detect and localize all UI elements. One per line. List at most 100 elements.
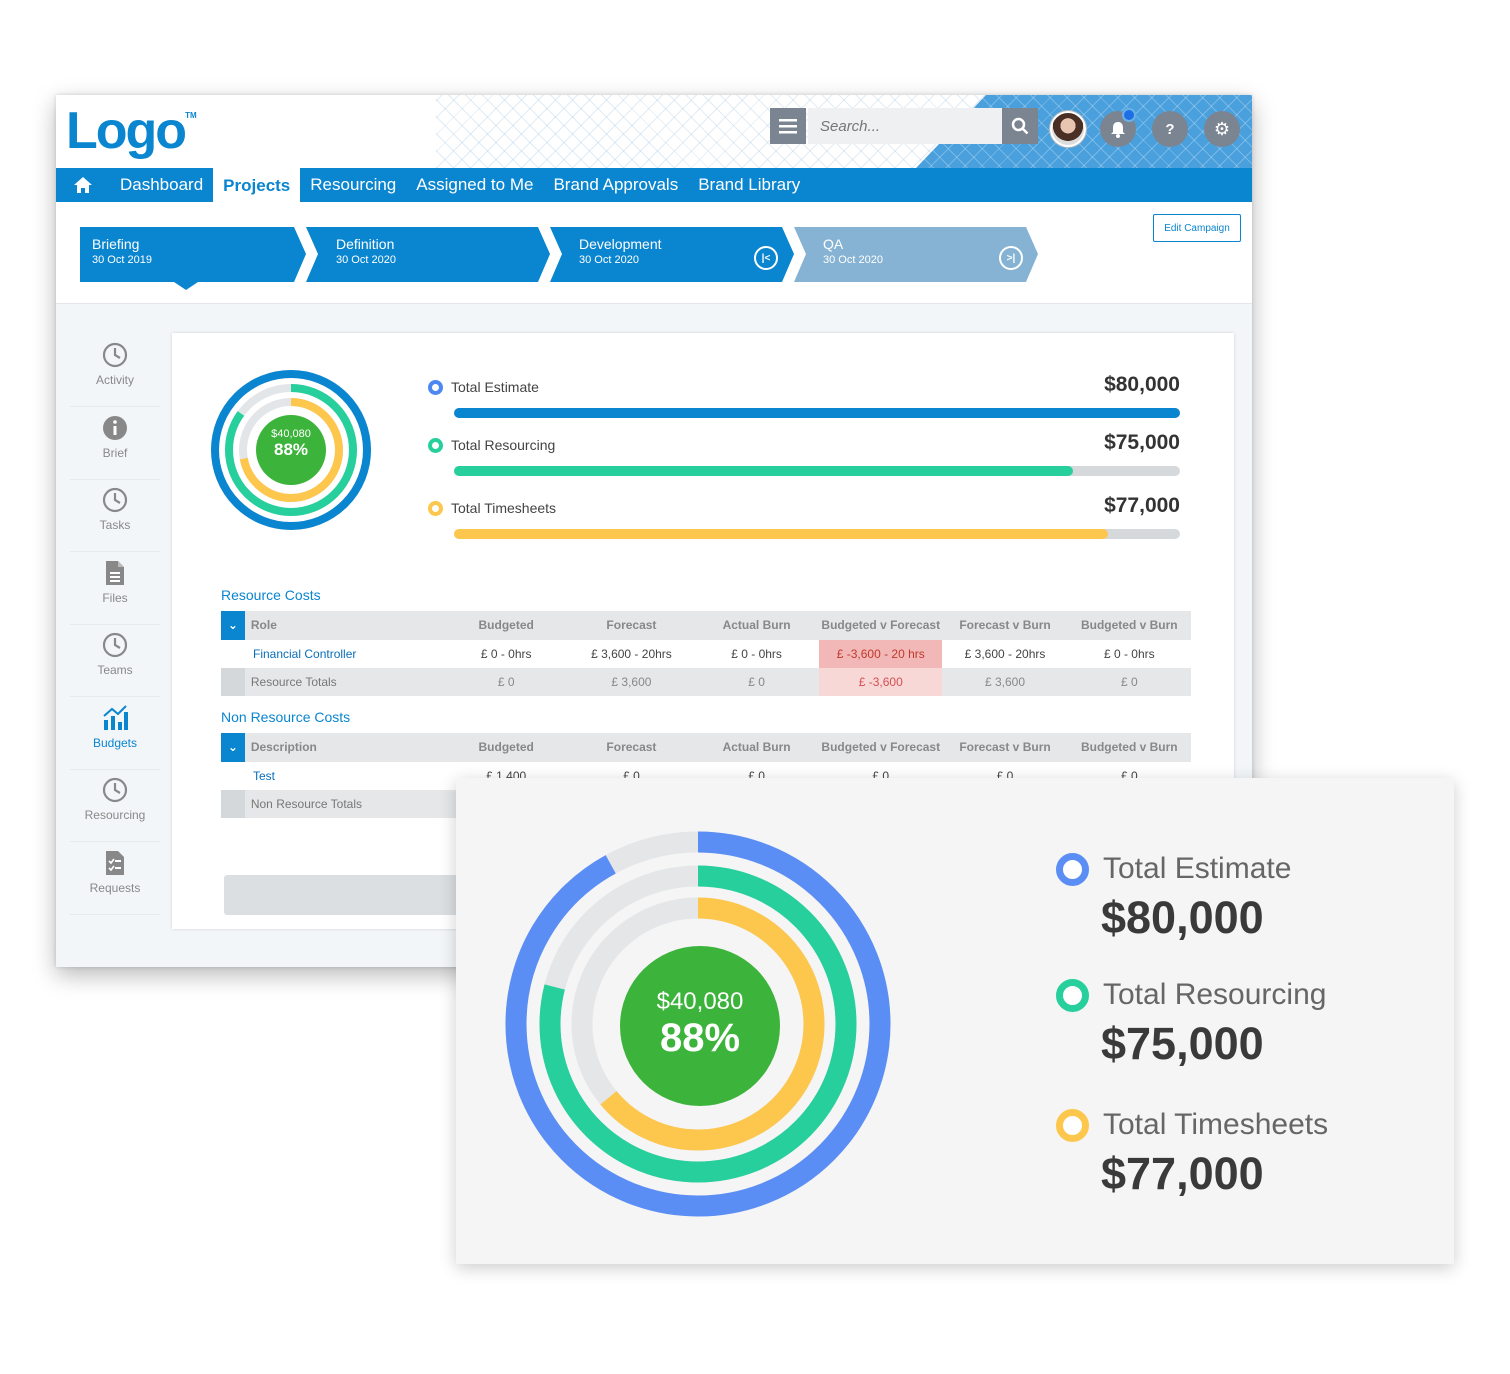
metric-label-text: Total Estimate — [451, 379, 539, 395]
nav-brand-library[interactable]: Brand Library — [698, 175, 801, 194]
ring-total-estimate — [211, 370, 371, 530]
donut-center: $40,080 88% — [256, 415, 326, 485]
legend-dot — [1056, 978, 1089, 1012]
table-cell: £ 0 - 0hrs — [731, 647, 782, 661]
previous-stage-button[interactable]: |< — [754, 246, 778, 270]
home-button[interactable] — [56, 168, 110, 202]
search-input[interactable] — [808, 108, 1002, 144]
metric-bar-fill — [454, 529, 1109, 539]
column-header: Forecast v Burn — [942, 733, 1068, 762]
metric-bar-fill — [454, 408, 1180, 418]
zoom-legend-text: Total Estimate — [1103, 852, 1292, 885]
stage-name: Briefing — [92, 236, 140, 252]
column-header: Budgeted v Burn — [1067, 611, 1191, 640]
checklist-icon — [106, 851, 124, 875]
gear-icon: ⚙ — [1213, 118, 1231, 139]
user-avatar[interactable] — [1050, 111, 1086, 147]
sidebar-label: Budgets — [92, 736, 138, 750]
table-cell: £ 3,600 - 20hrs — [591, 647, 672, 661]
sidebar-item-activity[interactable]: Activity — [70, 335, 160, 407]
totals-spacer — [221, 790, 245, 818]
action-bar[interactable] — [224, 875, 464, 915]
column-header: Forecast — [568, 733, 695, 762]
sidebar-label: Requests — [89, 881, 141, 895]
totals-label: Non Resource Totals — [244, 790, 444, 818]
nav-brand-approvals[interactable]: Brand Approvals — [553, 175, 679, 194]
ring-total-resourcing — [539, 865, 857, 1183]
stage-definition[interactable]: Definition 30 Oct 2020 — [324, 227, 550, 282]
stage-development[interactable]: Development 30 Oct 2020 — [567, 227, 793, 282]
clock-icon — [102, 632, 128, 658]
legend-dot — [428, 500, 443, 516]
ring-total-resourcing — [225, 384, 357, 516]
stage-date: 30 Oct 2020 — [336, 254, 396, 266]
legend-dot — [1056, 1108, 1089, 1142]
nav-projects[interactable]: Projects — [213, 168, 301, 204]
ring-total-estimate — [505, 831, 891, 1217]
nav-resourcing[interactable]: Resourcing — [310, 175, 397, 194]
home-icon — [74, 177, 92, 193]
collapse-toggle[interactable]: ⌄ — [221, 733, 245, 762]
stage-date: 30 Oct 2020 — [823, 254, 883, 266]
table-cell: £ 3,600 - 20hrs — [964, 647, 1046, 661]
zoom-donut-amount: $40,080 — [656, 988, 744, 1015]
nav-dashboard[interactable]: Dashboard — [120, 175, 204, 194]
main-nav: Dashboard Projects Resourcing Assigned t… — [56, 168, 1252, 204]
table-header-row: ⌄ Description Budgeted Forecast Actual B… — [221, 733, 1191, 762]
bell-icon — [1111, 122, 1125, 138]
clock-icon — [102, 342, 128, 368]
stage-briefing[interactable]: Briefing 30 Oct 2019 — [80, 227, 306, 282]
top-header: LogoTM ? ⚙ — [56, 95, 1252, 168]
column-header: Budgeted — [443, 733, 569, 762]
sidebar-item-brief[interactable]: Brief — [70, 408, 160, 480]
chart-icon — [103, 705, 128, 730]
sidebar-item-budgets[interactable]: Budgets — [70, 698, 160, 770]
legend-dot — [1056, 852, 1089, 886]
hamburger-menu-button[interactable] — [770, 108, 806, 144]
zoom-legend-label: Total Resourcing — [1056, 978, 1326, 1012]
zoom-legend-total-timesheets: Total Timesheets $77,000 — [1056, 1108, 1328, 1200]
sidebar-item-teams[interactable]: Teams — [70, 625, 160, 697]
totals-spacer — [221, 668, 245, 696]
metric-label-text: Total Timesheets — [451, 500, 557, 516]
metric-bar-fill — [454, 466, 1074, 476]
nav-assigned-to-me[interactable]: Assigned to Me — [416, 175, 534, 194]
table-row: Financial Controller £ 0 - 0hrs £ 3,600 … — [221, 640, 1191, 668]
column-header: Budgeted v Forecast — [819, 611, 943, 640]
settings-button[interactable]: ⚙ — [1204, 111, 1240, 147]
collapse-toggle[interactable]: ⌄ — [221, 611, 245, 640]
clock-icon — [102, 487, 128, 513]
stage-date: 30 Oct 2020 — [579, 254, 639, 266]
table-cell: £ 0 — [443, 668, 569, 696]
edit-campaign-button[interactable]: Edit Campaign — [1153, 214, 1241, 242]
stage-name: Definition — [336, 236, 395, 252]
role-link[interactable]: Financial Controller — [253, 647, 357, 661]
column-header: Actual Burn — [694, 611, 820, 640]
metric-value: $80,000 — [1104, 373, 1180, 396]
sidebar-item-files[interactable]: Files — [70, 553, 160, 625]
table-cell-negative: £ -3,600 - 20 hrs — [819, 640, 943, 668]
logo[interactable]: LogoTM — [66, 102, 197, 160]
sidebar: Activity Brief Tasks Files Teams Budgets… — [56, 305, 174, 967]
ring-total-timesheets — [571, 897, 825, 1151]
sidebar-item-resourcing[interactable]: Resourcing — [70, 770, 160, 842]
sidebar-item-requests[interactable]: Requests — [70, 843, 160, 915]
column-header: Budgeted — [443, 611, 569, 640]
search-button[interactable] — [1002, 108, 1038, 144]
table-cell: £ 3,600 — [942, 668, 1068, 696]
sidebar-label: Brief — [102, 446, 128, 460]
sidebar-item-tasks[interactable]: Tasks — [70, 480, 160, 552]
table-header-row: ⌄ Role Budgeted Forecast Actual Burn Bud… — [221, 611, 1191, 640]
next-stage-button[interactable]: >| — [999, 246, 1023, 270]
table-cell: £ 0 — [1067, 668, 1191, 696]
table-cell: £ 0 - 0hrs — [480, 647, 532, 661]
help-button[interactable]: ? — [1152, 111, 1188, 147]
metric-bar — [454, 408, 1180, 418]
budget-donut-chart — [211, 370, 371, 530]
stage-qa[interactable]: QA 30 Oct 2020 — [811, 227, 1037, 282]
zoom-legend-text: Total Timesheets — [1103, 1108, 1329, 1141]
description-link[interactable]: Test — [253, 769, 276, 783]
resource-costs-title: Resource Costs — [221, 587, 321, 603]
sidebar-label: Files — [102, 591, 128, 605]
budget-summary-zoom: $40,080 88% Total Estimate $80,000 Total… — [456, 778, 1454, 1264]
